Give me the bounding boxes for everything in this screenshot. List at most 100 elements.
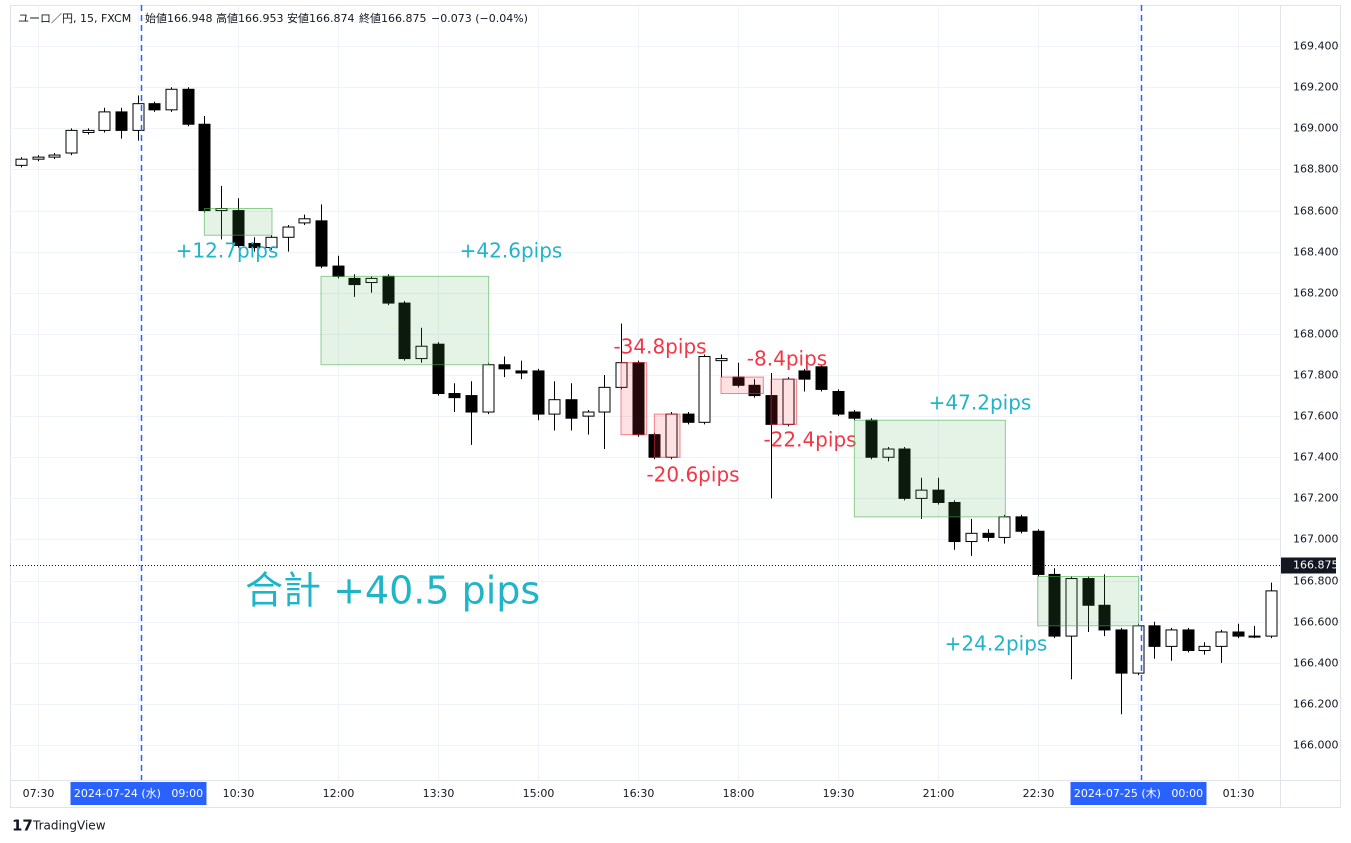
ohlc-high: 高値166.953 xyxy=(216,11,284,25)
candle-body xyxy=(848,411,861,419)
x-tick-label: 18:00 xyxy=(723,787,755,800)
x-tick-label: 12:00 xyxy=(323,787,355,800)
y-tick-label: 166.600 xyxy=(1293,616,1339,629)
trade-label: +47.2pips xyxy=(929,391,1032,415)
candle-body xyxy=(365,277,378,284)
candle-body xyxy=(65,129,78,154)
trade-label: +24.2pips xyxy=(945,632,1048,656)
candle-body xyxy=(1232,631,1245,637)
candle-body xyxy=(48,154,61,158)
candle-body xyxy=(1048,573,1061,637)
candle-body xyxy=(265,236,278,249)
candle-body xyxy=(948,501,961,543)
candle-body xyxy=(32,156,45,160)
y-tick-label: 169.400 xyxy=(1293,40,1339,53)
x-tick-label: 07:30 xyxy=(23,787,55,800)
candle-body xyxy=(598,386,611,413)
x-tick-label: 15:00 xyxy=(523,787,555,800)
candle-body xyxy=(1198,645,1211,651)
candle-body xyxy=(882,448,895,458)
candle-body xyxy=(1082,578,1095,606)
trade-label: -20.6pips xyxy=(646,463,739,487)
candle-body xyxy=(815,366,828,390)
y-tick-label: 168.800 xyxy=(1293,163,1339,176)
candle-body xyxy=(232,210,245,247)
grid: 166.000 166.200 166.400 166.600 166.800 167.0… xyxy=(10,5,1339,805)
candle-body xyxy=(565,399,578,419)
candle-body xyxy=(798,370,811,380)
candle-body xyxy=(982,532,995,538)
x-tick-label: 2024-07-25 (木) 00:00 xyxy=(1074,787,1203,800)
x-tick-label: 19:30 xyxy=(823,787,855,800)
y-tick-label: 166.200 xyxy=(1293,698,1339,711)
candle-body xyxy=(248,242,261,249)
candle-body xyxy=(698,356,711,423)
candle-body xyxy=(932,489,945,503)
last-price-label: 166.875 xyxy=(1293,559,1339,572)
y-tick-label: 167.000 xyxy=(1293,533,1339,546)
candle-body xyxy=(515,370,528,374)
y-tick-label: 167.200 xyxy=(1293,492,1339,505)
trade-label: -22.4pips xyxy=(763,428,856,452)
x-tick-label: 22:30 xyxy=(1023,787,1055,800)
candle-body xyxy=(898,448,911,499)
x-tick-highlight xyxy=(1070,782,1207,805)
y-tick-label: 169.000 xyxy=(1293,122,1339,135)
candle-body xyxy=(165,88,178,111)
trade-label: +12.7pips xyxy=(176,239,279,263)
candle-body xyxy=(298,218,311,224)
y-tick-label: 168.200 xyxy=(1293,287,1339,300)
candle-body xyxy=(715,358,728,362)
trade-box xyxy=(620,362,648,436)
ohlc-close: 終値166.875 xyxy=(359,11,427,25)
trade-box xyxy=(720,376,764,395)
x-tick-label: 13:30 xyxy=(423,787,455,800)
candle-body xyxy=(282,226,295,238)
trade-label: -8.4pips xyxy=(747,347,827,371)
candle-body xyxy=(1265,590,1278,637)
x-tick-label: 01:30 xyxy=(1223,787,1255,800)
candle-body xyxy=(348,277,361,286)
candle-body xyxy=(582,411,595,417)
candle-body xyxy=(1248,635,1261,638)
y-tick-label: 166.800 xyxy=(1293,575,1339,588)
y-tick-label: 168.000 xyxy=(1293,328,1339,341)
candle-body xyxy=(532,370,545,415)
candle-body xyxy=(1098,604,1111,631)
candle-body xyxy=(148,103,161,111)
last-price-tag xyxy=(1281,557,1336,574)
candle-body xyxy=(15,158,28,166)
ohlc-low: 安値166.874 xyxy=(287,11,355,25)
trade-box xyxy=(1037,575,1140,627)
candle-body xyxy=(332,265,345,277)
candle-body xyxy=(965,532,978,543)
candle-body xyxy=(1065,578,1078,637)
trade-box xyxy=(653,413,681,458)
candle-body xyxy=(1148,625,1161,647)
y-tick-label: 169.200 xyxy=(1293,81,1339,94)
y-tick-label: 166.000 xyxy=(1293,739,1339,752)
x-tick-label: 2024-07-24 (水) 09:00 xyxy=(74,787,203,800)
candle-body xyxy=(682,413,695,423)
overlay: +12.7pips +42.6pips -34.8pips -20.6pips -8.4… xyxy=(10,5,1339,780)
candle-body xyxy=(1165,629,1178,647)
total-label: 合計 +40.5 pips xyxy=(245,569,540,613)
brand: TradingView xyxy=(32,819,106,833)
trade-box xyxy=(320,275,490,366)
candle-body xyxy=(115,111,128,131)
x-tick-label: 10:30 xyxy=(223,787,255,800)
symbol: ユーロ／円, 15, FXCM xyxy=(18,12,131,25)
candle-body xyxy=(548,399,561,415)
y-tick-label: 168.600 xyxy=(1293,205,1339,218)
trade-box xyxy=(203,208,273,236)
x-tick-label: 16:30 xyxy=(623,787,655,800)
x-tick-label: 21:00 xyxy=(923,787,955,800)
ohlc-open: 始値166.948 xyxy=(145,11,213,25)
candle-body xyxy=(748,384,761,397)
y-tick-label: 167.600 xyxy=(1293,410,1339,423)
candle-body xyxy=(915,489,928,499)
trade-box xyxy=(770,378,798,425)
candle-body xyxy=(415,345,428,360)
logo-icon: 17 xyxy=(12,817,33,835)
